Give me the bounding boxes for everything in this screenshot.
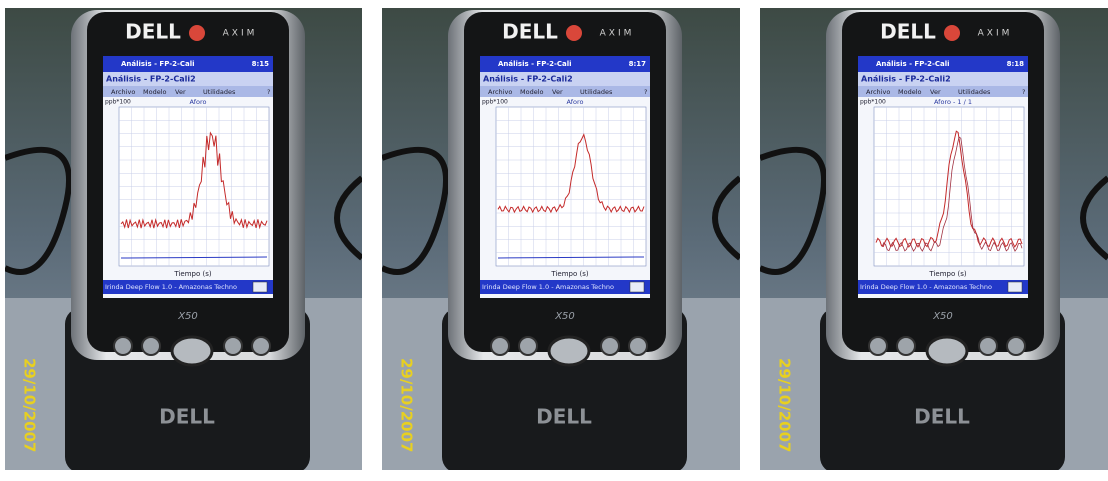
hardware-button[interactable]	[491, 337, 509, 355]
plot-title: Aforo	[567, 98, 584, 106]
logo-badge	[944, 25, 960, 41]
y-unit: ppb*100	[860, 99, 886, 106]
menu-item[interactable]: Utilidades	[203, 88, 236, 96]
window-title: Análisis - FP-2-Cali2	[861, 75, 951, 84]
logo-badge	[189, 25, 205, 41]
y-unit: ppb*100	[482, 99, 508, 106]
status-text: Irinda Deep Flow 1.0 - Amazonas Techno	[105, 283, 237, 291]
hardware-button[interactable]	[114, 337, 132, 355]
model-name: X50	[177, 311, 198, 322]
model-name: X50	[554, 311, 575, 322]
menu-item[interactable]: ?	[644, 88, 647, 96]
keyboard-icon[interactable]	[253, 282, 267, 292]
menu-item[interactable]: Ver	[175, 88, 186, 96]
plot-title: Aforo - 1 / 1	[934, 98, 972, 106]
dock-logo: DELL	[914, 405, 970, 429]
window-title: Análisis - FP-2-Cali2	[483, 75, 573, 84]
y-unit: ppb*100	[105, 99, 131, 106]
menu-item[interactable]: Modelo	[520, 88, 544, 96]
hardware-button[interactable]	[601, 337, 619, 355]
dock-logo: DELL	[159, 405, 215, 429]
navigation-pad[interactable]	[172, 337, 212, 365]
hardware-button[interactable]	[252, 337, 270, 355]
photo: DELL DELL AXIM Análisis - FP-2-Cali 8:17 Anál…	[382, 8, 740, 473]
navigation-pad[interactable]	[549, 337, 589, 365]
logo-badge	[566, 25, 582, 41]
keyboard-icon[interactable]	[1008, 282, 1022, 292]
date-stamp: 29/10/2007	[398, 358, 416, 452]
date-stamp: 29/10/2007	[776, 358, 794, 452]
x-label: Tiempo (s)	[928, 270, 966, 278]
brand-name: AXIM	[600, 29, 635, 39]
hardware-button[interactable]	[224, 337, 242, 355]
menu-item[interactable]: Archivo	[866, 88, 890, 96]
status-text: Irinda Deep Flow 1.0 - Amazonas Techno	[860, 283, 992, 291]
menu-item[interactable]: Modelo	[143, 88, 167, 96]
taskbar-title: Análisis - FP-2-Cali	[121, 60, 195, 68]
menu-item[interactable]: Utilidades	[958, 88, 991, 96]
date-stamp: 29/10/2007	[21, 358, 39, 452]
dock-logo: DELL	[536, 405, 592, 429]
hardware-button[interactable]	[979, 337, 997, 355]
brand-logo: DELL	[502, 20, 558, 44]
status-text: Irinda Deep Flow 1.0 - Amazonas Techno	[482, 283, 614, 291]
menu-item[interactable]: ?	[267, 88, 270, 96]
hardware-button[interactable]	[869, 337, 887, 355]
plot-title: Aforo	[190, 98, 207, 106]
pda-photo: DELL DELL AXIM Análisis - FP-2-Cali 8:15 Anál…	[5, 8, 362, 473]
photo-collage: DELL DELL AXIM Análisis - FP-2-Cali 8:15 Anál…	[0, 0, 1108, 477]
pda-photo: DELL DELL AXIM Análisis - FP-2-Cali 8:17 Anál…	[382, 8, 740, 473]
menu-item[interactable]: Ver	[552, 88, 563, 96]
window-title: Análisis - FP-2-Cali2	[106, 75, 196, 84]
hardware-button[interactable]	[1007, 337, 1025, 355]
menu-item[interactable]: Archivo	[111, 88, 135, 96]
hardware-button[interactable]	[897, 337, 915, 355]
hardware-button[interactable]	[629, 337, 647, 355]
photo: DELL DELL AXIM Análisis - FP-2-Cali 8:15 Anál…	[5, 8, 362, 473]
menu-item[interactable]: Modelo	[898, 88, 922, 96]
taskbar-title: Análisis - FP-2-Cali	[498, 60, 572, 68]
brand-name: AXIM	[978, 29, 1013, 39]
pda-photo: DELL DELL AXIM Análisis - FP-2-Cali 8:18 Anál…	[760, 8, 1108, 473]
taskbar-time: 8:18	[1007, 60, 1025, 68]
menu-item[interactable]: ?	[1022, 88, 1025, 96]
menu-item[interactable]: Archivo	[488, 88, 512, 96]
photo: DELL DELL AXIM Análisis - FP-2-Cali 8:18 Anál…	[760, 8, 1108, 473]
menu-item[interactable]: Ver	[930, 88, 941, 96]
taskbar-title: Análisis - FP-2-Cali	[876, 60, 950, 68]
x-label: Tiempo (s)	[173, 270, 211, 278]
brand-logo: DELL	[125, 20, 181, 44]
taskbar-time: 8:17	[629, 60, 647, 68]
menu-item[interactable]: Utilidades	[580, 88, 613, 96]
taskbar-time: 8:15	[252, 60, 270, 68]
model-name: X50	[932, 311, 953, 322]
hardware-button[interactable]	[142, 337, 160, 355]
brand-logo: DELL	[880, 20, 936, 44]
brand-name: AXIM	[223, 29, 258, 39]
x-label: Tiempo (s)	[550, 270, 588, 278]
keyboard-icon[interactable]	[630, 282, 644, 292]
navigation-pad[interactable]	[927, 337, 967, 365]
hardware-button[interactable]	[519, 337, 537, 355]
